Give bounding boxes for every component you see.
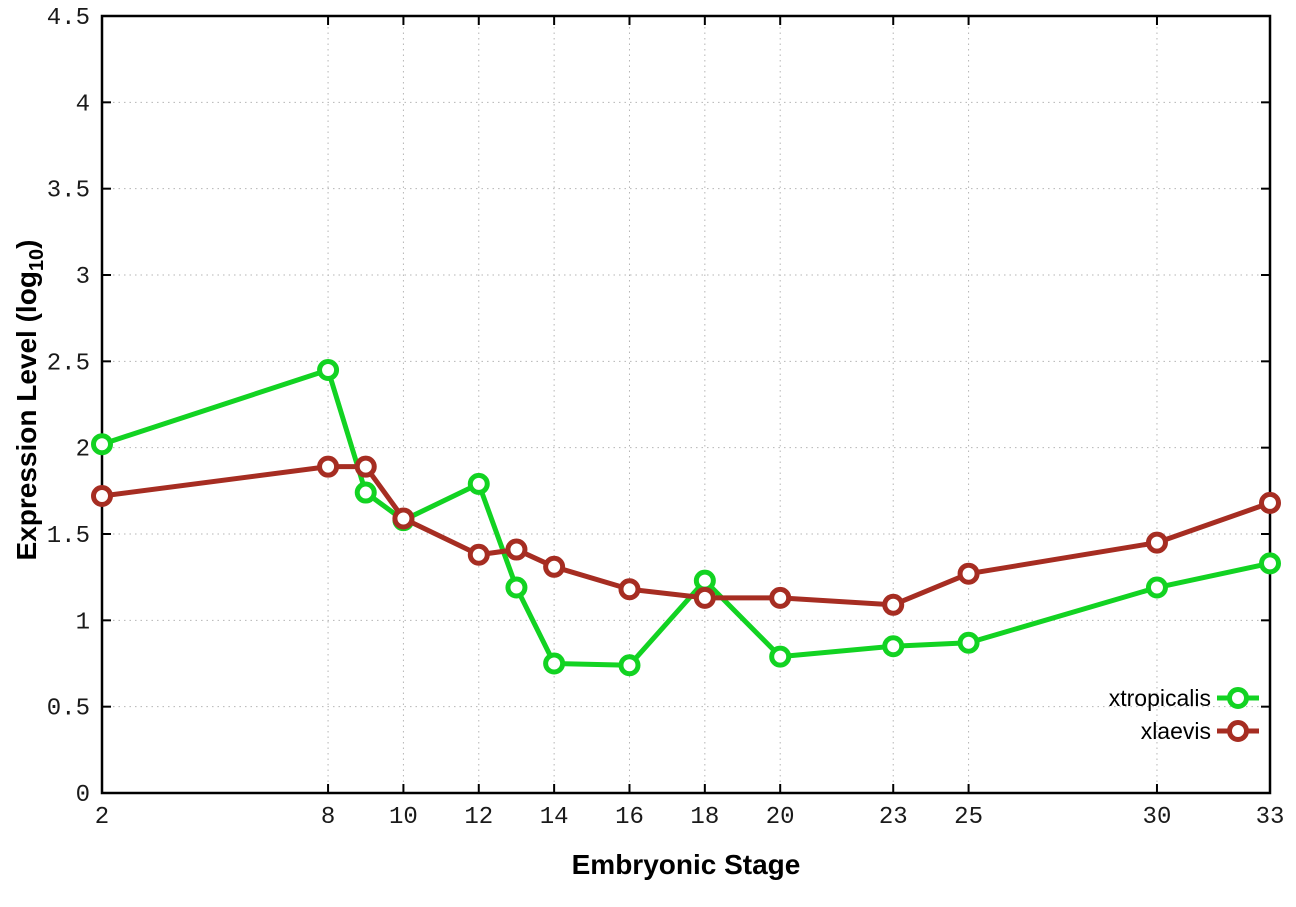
data-point-xtropicalis (317, 358, 340, 381)
data-point-xlaevis (317, 455, 340, 478)
legend-item-xlaevis: xlaevis (1141, 718, 1259, 744)
x-tick-label: 20 (766, 804, 795, 831)
data-point-xtropicalis (1145, 576, 1168, 599)
x-tick-label: 12 (464, 804, 493, 831)
x-tick-label: 2 (95, 804, 109, 831)
data-point-xtropicalis (543, 652, 566, 675)
x-tick-label: 16 (615, 804, 644, 831)
data-point-xlaevis (769, 586, 792, 609)
data-point-xlaevis (693, 586, 716, 609)
legend-marker-xtropicalis (1227, 687, 1249, 709)
data-point-xtropicalis (882, 635, 905, 658)
y-tick-label: 4 (76, 91, 90, 118)
plot-area: 2 8 10 12 14 16 18 20 23 25 30 33 0 0.5 1 1.5 2 2.5 3 3.5 4 4… (47, 5, 1285, 831)
data-point-xlaevis (543, 555, 566, 578)
x-tick-label: 23 (879, 804, 908, 831)
data-point-xtropicalis (467, 472, 490, 495)
plot-border (100, 14, 1272, 795)
y-axis-title-subscript: 10 (26, 249, 48, 271)
legend-label-xtropicalis: xtropicalis (1109, 685, 1211, 711)
data-point-xlaevis (618, 578, 641, 601)
legend-label-xlaevis: xlaevis (1141, 718, 1211, 744)
data-point-xtropicalis (505, 576, 528, 599)
data-point-xlaevis (392, 507, 415, 530)
x-tick-label: 18 (690, 804, 719, 831)
series-xlaevis (91, 455, 1281, 616)
y-axis-title-suffix: ) (11, 240, 42, 249)
y-tick-label: 0 (76, 782, 90, 809)
data-point-xtropicalis (957, 631, 980, 654)
legend-item-xtropicalis: xtropicalis (1109, 685, 1259, 711)
data-point-xlaevis (882, 593, 905, 616)
legend: xtropicalis xlaevis (1109, 685, 1259, 744)
data-point-xtropicalis (354, 481, 377, 504)
data-point-xtropicalis (769, 645, 792, 668)
data-point-xlaevis (505, 538, 528, 561)
data-point-xlaevis (467, 543, 490, 566)
y-tick-label: 2.5 (47, 350, 90, 377)
data-point-xlaevis (354, 455, 377, 478)
data-point-xlaevis (1259, 491, 1281, 514)
x-tick-label: 10 (389, 804, 418, 831)
y-tick-label: 3.5 (47, 178, 90, 205)
data-point-xtropicalis (1259, 552, 1281, 575)
y-tick-label: 3 (76, 264, 90, 291)
x-tick-label: 30 (1143, 804, 1172, 831)
data-point-xlaevis (957, 562, 980, 585)
y-tick-label: 1 (76, 609, 90, 636)
x-tick-label: 14 (540, 804, 569, 831)
y-tick-label: 1.5 (47, 523, 90, 550)
series-line-xtropicalis (101, 367, 1271, 668)
y-axis-title: Expression Level (log10) (11, 240, 48, 561)
data-point-xlaevis (91, 485, 113, 508)
data-point-xtropicalis (618, 654, 641, 677)
y-tick-label: 4.5 (47, 5, 90, 32)
x-tick-label: 25 (954, 804, 983, 831)
data-point-xlaevis (1145, 531, 1168, 554)
x-axis-title: Embryonic Stage (572, 849, 801, 880)
legend-marker-xlaevis (1227, 720, 1249, 742)
x-tick-label: 33 (1256, 804, 1285, 831)
data-point-xtropicalis (693, 569, 716, 592)
series-line-xlaevis (101, 464, 1271, 608)
x-tick-label: 8 (321, 804, 335, 831)
series-xtropicalis (91, 358, 1281, 677)
data-point-xtropicalis (91, 433, 113, 456)
y-tick-label: 0.5 (47, 696, 90, 723)
y-tick-label: 2 (76, 437, 90, 464)
y-axis-title-prefix: Expression Level (log (11, 271, 42, 560)
